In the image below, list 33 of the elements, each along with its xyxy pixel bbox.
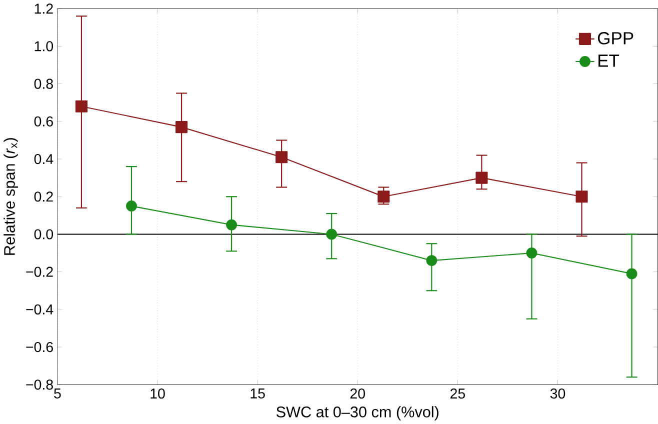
y-tick-label: −0.6 xyxy=(26,342,53,352)
y-tick-label: −0.2 xyxy=(26,266,53,277)
y-tick-label: 0.6 xyxy=(34,116,53,126)
legend-label: ET xyxy=(598,54,620,67)
y-tick-label: −0.8 xyxy=(26,380,53,390)
point xyxy=(175,121,188,134)
y-tick-label: 0.2 xyxy=(34,192,53,202)
y-tick-label: 0.4 xyxy=(34,154,54,164)
point xyxy=(526,248,538,258)
point xyxy=(626,268,638,280)
x-tick-label: 25 xyxy=(450,388,465,399)
point xyxy=(126,200,137,212)
point xyxy=(75,100,88,112)
y-tick-label: 1.0 xyxy=(34,41,54,52)
y-tick-label: 0.8 xyxy=(34,78,53,89)
x-tick-label: 15 xyxy=(250,388,265,398)
x-tick-label: 20 xyxy=(350,388,365,399)
x-axis-title: SWC at 0–30 cm (%vol) xyxy=(276,406,438,420)
point xyxy=(276,151,288,164)
legend-label: GPP xyxy=(598,32,634,44)
point xyxy=(326,228,338,240)
y-tick-label: 0.0 xyxy=(34,229,54,240)
x-tick-label: 30 xyxy=(550,388,566,399)
point xyxy=(476,172,488,184)
y-axis-title: Relative span (r$_{x}$) xyxy=(4,138,18,255)
y-tick-label: 1.2 xyxy=(34,4,53,14)
x-tick-label: 10 xyxy=(150,388,165,399)
point xyxy=(226,219,238,230)
point xyxy=(576,190,588,203)
y-tick-label: −0.4 xyxy=(26,304,54,314)
point xyxy=(426,255,438,266)
point xyxy=(378,190,390,203)
x-tick-label: 5 xyxy=(54,388,61,398)
